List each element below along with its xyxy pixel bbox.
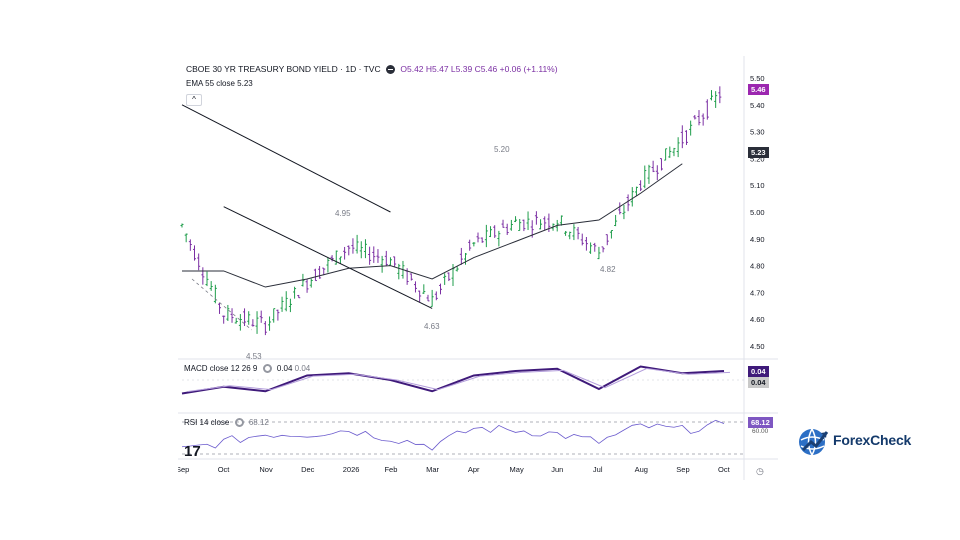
y-tick-label: 5.50	[750, 74, 765, 83]
globe-icon	[799, 428, 829, 456]
rsi-legend[interactable]: RSI 14 close 68.12	[184, 418, 269, 428]
annotation-label: 4.82	[600, 265, 616, 274]
x-tick-label: Jul	[593, 465, 603, 474]
x-tick-label: Sep	[676, 465, 689, 474]
macd-legend[interactable]: MACD close 12 26 9 0.04 0.04	[184, 364, 311, 374]
y-tick-label: 5.10	[750, 181, 765, 190]
x-tick-label: Mar	[426, 465, 439, 474]
x-tick-label: Oct	[718, 465, 731, 474]
macd-signal-line	[187, 368, 731, 392]
macd-label: MACD close 12 26 9	[184, 364, 258, 373]
ema-value: 5.23	[237, 79, 253, 88]
brand-name: ForexCheck	[833, 432, 912, 448]
ema-line	[182, 163, 683, 288]
x-tick-label: Sep	[178, 465, 189, 474]
y-tick-label: 5.40	[750, 101, 765, 110]
macd-value-1: 0.04	[276, 364, 293, 373]
y-tick-label: 4.90	[750, 235, 765, 244]
ema-price-tag: 5.23	[748, 147, 769, 158]
x-tick-label: Nov	[259, 465, 273, 474]
x-tick-label: Oct	[218, 465, 231, 474]
x-tick-label: Dec	[301, 465, 315, 474]
rsi-level: 60.00	[752, 428, 769, 435]
macd-signal-tag: 0.04	[748, 377, 769, 388]
y-tick-label: 4.70	[750, 288, 765, 297]
symbol-title[interactable]: CBOE 30 YR TREASURY BOND YIELD · 1D · TV…	[186, 64, 381, 74]
x-tick-label: Aug	[635, 465, 648, 474]
ohlc-readout: O5.42 H5.47 L5.39 C5.46 +0.06 (+1.11%)	[400, 64, 558, 74]
x-tick-label: Feb	[384, 465, 397, 474]
macd-line	[181, 365, 725, 395]
x-tick-label: Jun	[551, 465, 563, 474]
collapse-legend-button[interactable]: ^	[186, 94, 202, 106]
annotation-label: 4.95	[335, 209, 351, 218]
brand-logo: ForexCheck	[797, 424, 927, 458]
eye-icon[interactable]	[386, 65, 395, 75]
dashed-trendline	[191, 278, 252, 331]
chart-canvas[interactable]: 5.50 5.40 5.30 5.20 5.10 5.00 4.90 4.80 4.70 4.60…	[178, 56, 782, 480]
y-tick-label: 4.50	[750, 342, 765, 351]
chart-panel[interactable]: 5.50 5.40 5.30 5.20 5.10 5.00 4.90 4.80 4.70 4.60…	[178, 56, 782, 480]
rsi-tag: 68.12	[748, 417, 773, 428]
rsi-line	[181, 419, 725, 451]
tradingview-logo-icon[interactable]: 17	[184, 443, 201, 460]
settings-icon[interactable]	[234, 418, 244, 428]
y-tick-label: 5.00	[750, 208, 765, 217]
clock-icon[interactable]: ◷	[756, 466, 764, 476]
macd-value-2: 0.04	[294, 364, 311, 373]
macd-tag: 0.04	[748, 366, 769, 377]
annotation-label: 4.63	[424, 322, 440, 331]
settings-icon[interactable]	[262, 364, 272, 374]
ema-label: EMA 55 close	[186, 79, 235, 88]
annotation-label: 5.20	[494, 145, 510, 154]
y-tick-label: 5.20	[750, 154, 765, 163]
rsi-label: RSI 14 close	[184, 418, 230, 427]
ema-legend[interactable]: EMA 55 close 5.23	[186, 79, 253, 88]
x-tick-label: May	[510, 465, 524, 474]
y-tick-label: 4.80	[750, 262, 765, 271]
last-price-tag: 5.46	[748, 84, 769, 95]
chart-header: CBOE 30 YR TREASURY BOND YIELD · 1D · TV…	[186, 64, 558, 75]
x-tick-label: Apr	[468, 465, 480, 474]
x-tick-label: 2026	[343, 465, 360, 474]
y-tick-label: 5.30	[750, 128, 765, 137]
channel-lower-line	[223, 206, 433, 309]
y-tick-label: 4.60	[750, 315, 765, 324]
rsi-value: 68.12	[248, 418, 269, 427]
annotation-label: 4.53	[246, 352, 262, 361]
channel-upper-line	[181, 104, 391, 213]
